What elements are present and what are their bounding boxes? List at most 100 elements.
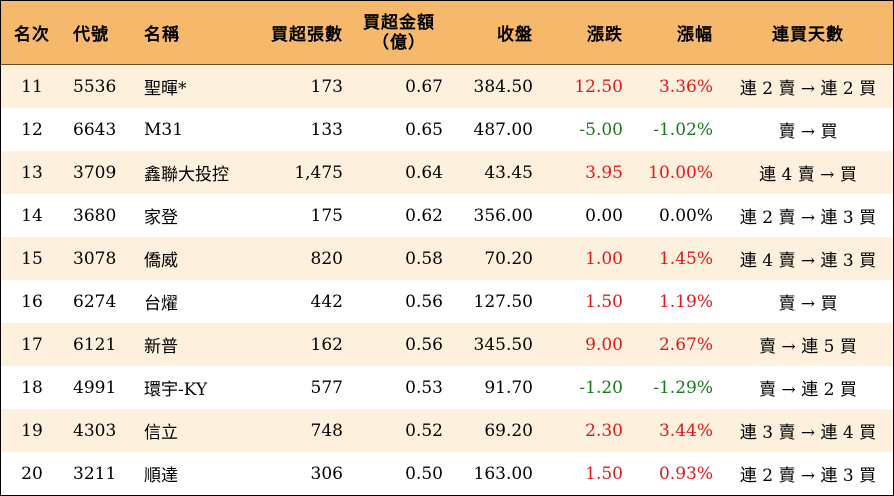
cell-rank: 15 — [21, 248, 43, 269]
cell-amount: 0.56 — [405, 291, 443, 312]
header-amount-line2: （億） — [372, 32, 426, 53]
cell-code: 6643 — [73, 119, 117, 140]
cell-lots: 820 — [310, 248, 343, 269]
cell-days: 賣 → 連 5 買 — [759, 337, 857, 357]
cell-code: 3709 — [73, 162, 117, 183]
cell-code: 5536 — [73, 76, 117, 97]
cell-pct: 10.00% — [648, 162, 713, 183]
table-header: 名次 代號 名稱 買超張數 買超金額 （億） 收盤 漲跌 漲幅 連買天數 — [1, 1, 893, 65]
cell-name: 僑威 — [144, 251, 178, 271]
cell-code: 4303 — [73, 420, 117, 441]
header-close: 收盤 — [497, 25, 533, 45]
cell-rank: 13 — [21, 162, 43, 183]
cell-close: 70.20 — [484, 248, 533, 269]
cell-change: 2.30 — [585, 420, 623, 441]
cell-rank: 17 — [21, 334, 43, 355]
cell-rank: 14 — [21, 205, 43, 226]
header-name: 名稱 — [144, 25, 180, 45]
cell-lots: 133 — [310, 119, 343, 140]
cell-days: 賣 → 買 — [778, 122, 838, 142]
cell-close: 345.50 — [473, 334, 533, 355]
cell-pct: 0.93% — [658, 463, 713, 484]
cell-change: 1.00 — [585, 248, 623, 269]
table-row: 12 6643 M31 133 0.65 487.00 -5.00 -1.02% 賣 → 買 — [1, 108, 893, 151]
cell-pct: 1.45% — [658, 248, 713, 269]
cell-amount: 0.58 — [405, 248, 443, 269]
cell-code: 6274 — [73, 291, 117, 312]
cell-pct: 0.00% — [658, 205, 713, 226]
cell-name: 台燿 — [144, 294, 178, 314]
cell-amount: 0.56 — [405, 334, 443, 355]
cell-days: 連 2 賣 → 連 3 買 — [739, 208, 877, 228]
table-row: 14 3680 家登 175 0.62 356.00 0.00 0.00% 連 2 賣 → 連 … — [1, 194, 893, 237]
cell-days: 連 4 賣 → 買 — [759, 165, 857, 185]
cell-change: 1.50 — [585, 291, 623, 312]
cell-rank: 12 — [21, 119, 43, 140]
cell-lots: 1,475 — [294, 162, 343, 183]
cell-close: 69.20 — [484, 420, 533, 441]
cell-amount: 0.52 — [405, 420, 443, 441]
cell-change: 0.00 — [585, 205, 623, 226]
table-row: 11 5536 聖暉* 173 0.67 384.50 12.50 3.36% 連 2 賣 → … — [1, 65, 893, 108]
cell-change: 3.95 — [585, 162, 623, 183]
header-amount-line1: 買超金額 — [363, 12, 435, 33]
cell-name: 家登 — [144, 208, 178, 228]
cell-close: 91.70 — [484, 377, 533, 398]
cell-lots: 748 — [310, 420, 343, 441]
table-row: 16 6274 台燿 442 0.56 127.50 1.50 1.19% 賣 → 買 — [1, 280, 893, 323]
cell-close: 127.50 — [473, 291, 533, 312]
cell-change: 12.50 — [574, 76, 623, 97]
cell-change: 9.00 — [585, 334, 623, 355]
cell-change: -5.00 — [579, 119, 623, 140]
cell-pct: 3.36% — [658, 76, 713, 97]
header-lots: 買超張數 — [271, 25, 343, 45]
cell-pct: 1.19% — [658, 291, 713, 312]
cell-close: 487.00 — [473, 119, 533, 140]
cell-rank: 18 — [21, 377, 43, 398]
cell-lots: 577 — [310, 377, 343, 398]
cell-code: 3078 — [73, 248, 117, 269]
cell-close: 163.00 — [473, 463, 533, 484]
cell-name: 順達 — [144, 466, 178, 486]
cell-days: 連 4 賣 → 連 3 買 — [739, 251, 877, 271]
table-row: 13 3709 鑫聯大投控 1,475 0.64 43.45 3.95 10.00% 連 4 賣… — [1, 151, 893, 194]
cell-rank: 19 — [21, 420, 43, 441]
cell-code: 4991 — [73, 377, 117, 398]
cell-pct: 2.67% — [658, 334, 713, 355]
table-row: 17 6121 新普 162 0.56 345.50 9.00 2.67% 賣 → 連 5 買 — [1, 323, 893, 366]
cell-amount: 0.64 — [405, 162, 443, 183]
cell-rank: 16 — [21, 291, 43, 312]
cell-code: 6121 — [73, 334, 117, 355]
cell-change: -1.20 — [579, 377, 623, 398]
cell-lots: 442 — [310, 291, 343, 312]
cell-days: 連 2 賣 → 連 2 買 — [739, 79, 877, 99]
cell-rank: 11 — [21, 76, 43, 97]
cell-amount: 0.53 — [405, 377, 443, 398]
cell-name: 鑫聯大投控 — [144, 165, 229, 185]
header-pct: 漲幅 — [677, 25, 713, 45]
cell-days: 賣 → 買 — [778, 294, 838, 314]
cell-rank: 20 — [21, 463, 43, 484]
header-code: 代號 — [73, 25, 109, 45]
header-rank: 名次 — [14, 25, 50, 45]
cell-pct: 3.44% — [658, 420, 713, 441]
cell-close: 384.50 — [473, 76, 533, 97]
cell-amount: 0.67 — [405, 76, 443, 97]
header-amount: 買超金額 （億） — [353, 1, 445, 64]
cell-name: 新普 — [144, 337, 178, 357]
cell-lots: 306 — [310, 463, 343, 484]
cell-change: 1.50 — [585, 463, 623, 484]
cell-code: 3211 — [73, 463, 117, 484]
cell-pct: -1.02% — [653, 119, 713, 140]
cell-days: 連 3 賣 → 連 4 買 — [739, 423, 877, 443]
cell-lots: 173 — [310, 76, 343, 97]
cell-name: M31 — [144, 119, 184, 140]
cell-amount: 0.50 — [405, 463, 443, 484]
cell-close: 43.45 — [484, 162, 533, 183]
cell-amount: 0.65 — [405, 119, 443, 140]
table-row: 19 4303 信立 748 0.52 69.20 2.30 3.44% 連 3 賣 → 連 4… — [1, 409, 893, 452]
cell-amount: 0.62 — [405, 205, 443, 226]
cell-lots: 162 — [310, 334, 343, 355]
cell-close: 356.00 — [473, 205, 533, 226]
